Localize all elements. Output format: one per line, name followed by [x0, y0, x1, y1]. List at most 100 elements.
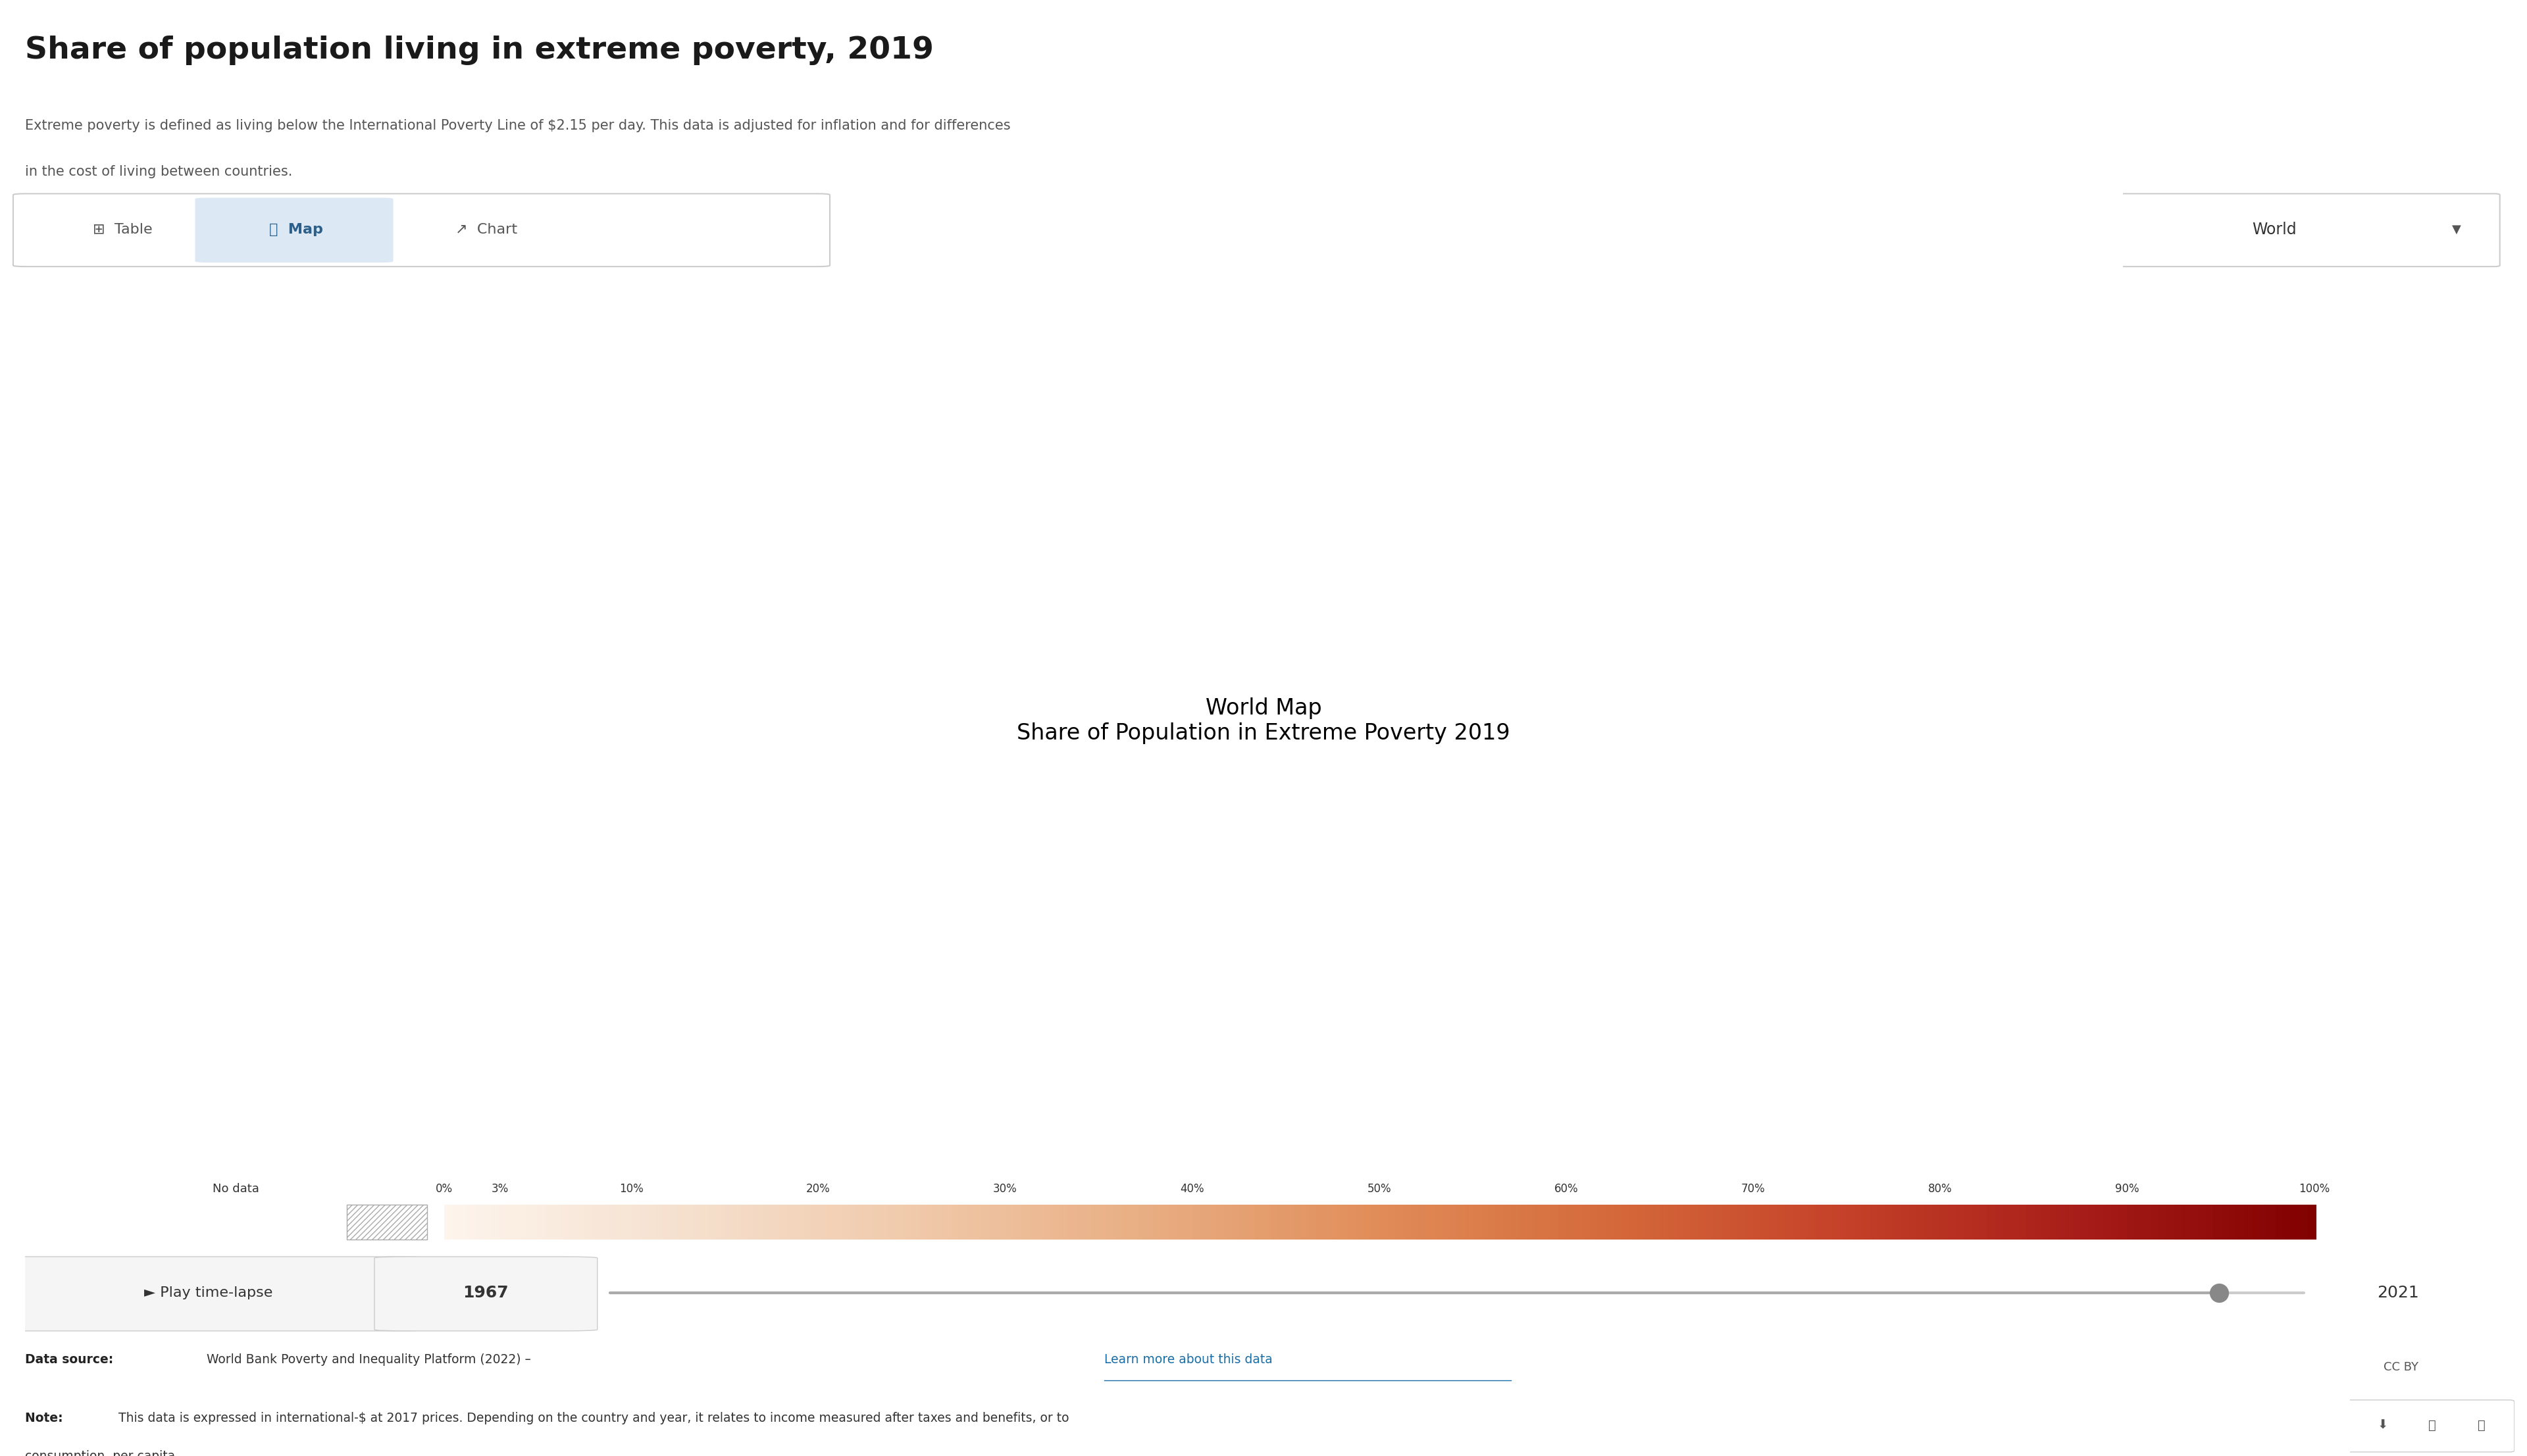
Bar [950, 1204, 960, 1239]
Bar [591, 1204, 601, 1239]
Bar [1286, 1204, 1296, 1239]
Bar [452, 1204, 462, 1239]
Bar [740, 1204, 751, 1239]
Bar [733, 1204, 743, 1239]
Bar [2292, 1204, 2300, 1239]
Bar [569, 1204, 579, 1239]
Bar [2244, 1204, 2254, 1239]
Bar [1683, 1204, 1693, 1239]
Bar [1870, 1204, 1880, 1239]
Bar [1152, 1204, 1162, 1239]
FancyBboxPatch shape [2345, 1401, 2514, 1452]
Bar [1006, 1204, 1016, 1239]
Bar [1878, 1204, 1888, 1239]
Bar [826, 1204, 836, 1239]
Bar [1332, 1204, 1342, 1239]
Bar [1021, 1204, 1031, 1239]
Bar [841, 1204, 852, 1239]
Bar [1185, 1204, 1195, 1239]
Bar [1036, 1204, 1046, 1239]
Text: ↗  Chart: ↗ Chart [455, 223, 518, 236]
Bar [2087, 1204, 2097, 1239]
Bar [965, 1204, 975, 1239]
Bar [879, 1204, 890, 1239]
Bar [1691, 1204, 1701, 1239]
Bar [973, 1204, 983, 1239]
Bar [2057, 1204, 2067, 1239]
Bar [2080, 1204, 2090, 1239]
Bar [1496, 1204, 1506, 1239]
Bar [804, 1204, 814, 1239]
Bar [998, 1204, 1008, 1239]
Bar [1731, 1204, 1739, 1239]
Bar [1013, 1204, 1023, 1239]
Bar [1339, 1204, 1349, 1239]
Bar [1246, 1204, 1256, 1239]
Bar [1645, 1204, 1655, 1239]
Bar [1347, 1204, 1357, 1239]
Bar [1425, 1204, 1435, 1239]
Bar [1440, 1204, 1450, 1239]
Text: Data source:: Data source: [25, 1354, 119, 1366]
Bar [920, 1204, 930, 1239]
FancyBboxPatch shape [2118, 194, 2499, 266]
Text: 0%: 0% [435, 1184, 452, 1195]
Bar [718, 1204, 728, 1239]
Text: 40%: 40% [1180, 1184, 1205, 1195]
Bar [2259, 1204, 2269, 1239]
Bar [1059, 1204, 1069, 1239]
FancyBboxPatch shape [13, 194, 829, 266]
Bar [1620, 1204, 1630, 1239]
Bar [1627, 1204, 1637, 1239]
Bar [935, 1204, 945, 1239]
Bar [1481, 1204, 1491, 1239]
Bar [2150, 1204, 2161, 1239]
Bar [1559, 1204, 1569, 1239]
Text: ⎘: ⎘ [2428, 1420, 2436, 1431]
Bar [1223, 1204, 1233, 1239]
Bar [1637, 1204, 1645, 1239]
Bar [1264, 1204, 1271, 1239]
Bar [1279, 1204, 1289, 1239]
Bar [1792, 1204, 1802, 1239]
Bar [1544, 1204, 1552, 1239]
Bar [1582, 1204, 1592, 1239]
Bar [654, 1204, 665, 1239]
Bar [1597, 1204, 1607, 1239]
Bar [1365, 1204, 1375, 1239]
Bar [2049, 1204, 2060, 1239]
Bar [2229, 1204, 2239, 1239]
Bar [1862, 1204, 1873, 1239]
Bar [771, 1204, 781, 1239]
Bar [849, 1204, 859, 1239]
Bar [1746, 1204, 1756, 1239]
Bar [647, 1204, 657, 1239]
Text: 90%: 90% [2115, 1184, 2140, 1195]
Bar [1855, 1204, 1865, 1239]
Bar [1130, 1204, 1140, 1239]
Bar [1380, 1204, 1390, 1239]
Bar [475, 1204, 485, 1239]
Bar [778, 1204, 788, 1239]
Bar [2034, 1204, 2044, 1239]
Bar [670, 1204, 680, 1239]
Bar [756, 1204, 766, 1239]
Bar [796, 1204, 804, 1239]
Bar [890, 1204, 897, 1239]
Text: Share of population living in extreme poverty, 2019: Share of population living in extreme po… [25, 35, 935, 66]
Text: 1967: 1967 [462, 1286, 508, 1300]
Bar [1099, 1204, 1109, 1239]
Bar [1137, 1204, 1147, 1239]
Text: 3%: 3% [493, 1184, 508, 1195]
Bar [1574, 1204, 1584, 1239]
Bar [1107, 1204, 1117, 1239]
Bar [1317, 1204, 1327, 1239]
Bar [1784, 1204, 1794, 1239]
Bar [561, 1204, 571, 1239]
FancyBboxPatch shape [374, 1257, 596, 1331]
Text: 30%: 30% [993, 1184, 1018, 1195]
Bar [1466, 1204, 1476, 1239]
Bar [2181, 1204, 2191, 1239]
Bar [1713, 1204, 1723, 1239]
Text: ⊞  Table: ⊞ Table [93, 223, 152, 236]
